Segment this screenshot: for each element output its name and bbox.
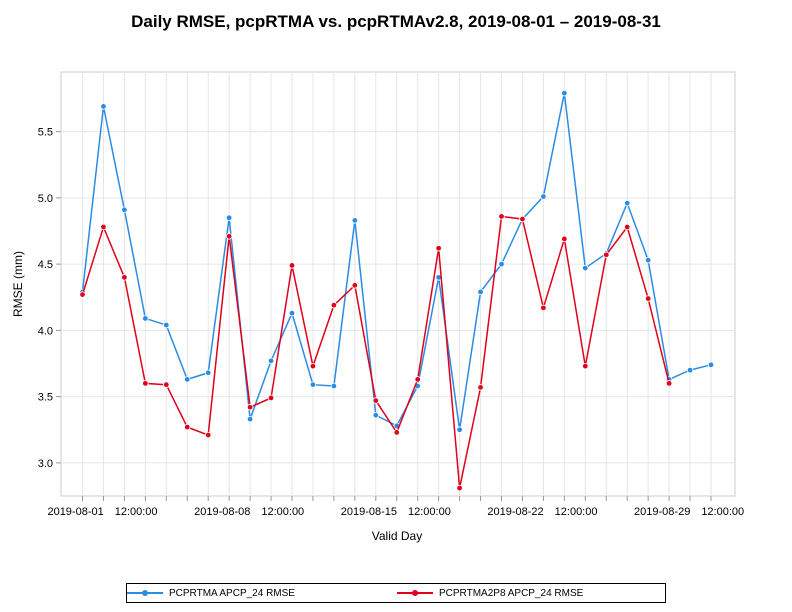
series-point-0 xyxy=(330,382,338,390)
series-point-1 xyxy=(561,235,568,243)
legend-swatch-pcprtma2p8 xyxy=(397,584,433,602)
series-point-1 xyxy=(288,262,296,269)
series-point-1 xyxy=(540,304,547,312)
series-point-1 xyxy=(246,404,254,411)
series-point-1 xyxy=(624,223,631,231)
series-point-1 xyxy=(184,423,191,431)
legend-dot-pcprtma xyxy=(142,590,148,596)
series-point-1 xyxy=(100,223,107,231)
series-point-1 xyxy=(372,397,379,404)
x-tick-label: 2019-08-22 12:00:00 xyxy=(487,506,597,518)
y-axis-ticks: 3.0 3.5 4.0 4.5 5.0 5.5 xyxy=(38,127,61,470)
y-tick-label: 4.5 xyxy=(38,259,53,271)
series-point-1 xyxy=(330,302,338,309)
series-point-0 xyxy=(372,411,379,419)
series-point-0 xyxy=(707,361,715,369)
series-point-0 xyxy=(121,206,128,213)
y-tick-label: 3.5 xyxy=(38,392,53,404)
series-point-0 xyxy=(561,89,568,97)
series-point-1 xyxy=(477,384,484,391)
series-point-1 xyxy=(204,431,212,439)
chart-title: Daily RMSE, pcpRTMA vs. pcpRTMAv2.8, 201… xyxy=(131,12,661,31)
legend-label-pcprtma: PCPRTMA APCP_24 RMSE xyxy=(169,587,295,599)
series-point-1 xyxy=(603,251,610,259)
series-point-1 xyxy=(665,380,673,387)
series-point-0 xyxy=(225,214,233,221)
y-axis-label: RMSE (mm) xyxy=(11,251,25,317)
series-point-0 xyxy=(309,381,317,388)
series-point-1 xyxy=(163,381,170,388)
series-point-1 xyxy=(498,213,505,220)
x-axis-ticks: 2019-08-01 12:00:00 2019-08-08 12:00:00 20… xyxy=(47,496,744,518)
legend-swatch-pcprtma xyxy=(127,584,163,602)
series-point-1 xyxy=(79,291,86,298)
x-tick-label: 2019-08-15 12:00:00 xyxy=(341,506,451,518)
series-point-0 xyxy=(163,321,170,329)
legend-item-pcprtma2p8: PCPRTMA2P8 APCP_24 RMSE xyxy=(397,584,583,602)
legend-dot-pcprtma2p8 xyxy=(412,590,418,596)
series-point-1 xyxy=(309,362,317,370)
series-point-0 xyxy=(644,256,652,264)
series-point-0 xyxy=(686,366,694,374)
series-point-0 xyxy=(498,260,505,268)
x-axis-label: Valid Day xyxy=(372,529,422,543)
series-point-1 xyxy=(393,429,400,436)
legend-item-pcprtma: PCPRTMA APCP_24 RMSE xyxy=(127,584,295,602)
series-point-1 xyxy=(644,295,652,302)
series-point-0 xyxy=(456,426,463,433)
series-point-0 xyxy=(540,193,547,200)
series-point-1 xyxy=(519,215,526,223)
series-point-0 xyxy=(184,376,191,383)
series-point-0 xyxy=(624,199,631,207)
x-tick-label: 2019-08-08 12:00:00 xyxy=(194,506,304,518)
x-tick-label: 2019-08-01 12:00:00 xyxy=(47,506,157,518)
series-point-0 xyxy=(204,369,212,376)
series-point-1 xyxy=(267,394,275,402)
series-point-0 xyxy=(246,415,254,423)
y-tick-label: 5.5 xyxy=(38,127,53,139)
series-point-1 xyxy=(414,376,421,383)
y-tick-label: 5.0 xyxy=(38,193,53,205)
y-tick-label: 4.0 xyxy=(38,325,53,337)
series-point-0 xyxy=(477,288,484,296)
series-point-0 xyxy=(267,357,275,365)
series-point-1 xyxy=(456,484,463,492)
series-point-0 xyxy=(142,315,149,322)
series-point-0 xyxy=(100,103,107,110)
series-point-1 xyxy=(142,380,149,387)
gridlines xyxy=(61,72,735,496)
series-point-1 xyxy=(225,233,233,240)
series-point-1 xyxy=(582,362,589,370)
series-point-0 xyxy=(351,217,359,224)
series-group xyxy=(79,89,715,492)
legend-label-pcprtma2p8: PCPRTMA2P8 APCP_24 RMSE xyxy=(439,587,584,599)
legend: PCPRTMA APCP_24 RMSE PCPRTMA2P8 APCP_24 … xyxy=(126,583,666,603)
series-point-1 xyxy=(435,245,442,252)
x-tick-label: 2019-08-29 12:00:00 xyxy=(634,506,744,518)
y-tick-label: 3.0 xyxy=(38,458,53,470)
series-point-1 xyxy=(121,274,128,281)
series-point-0 xyxy=(288,309,296,317)
series-point-0 xyxy=(582,264,589,272)
series-point-1 xyxy=(351,282,359,289)
